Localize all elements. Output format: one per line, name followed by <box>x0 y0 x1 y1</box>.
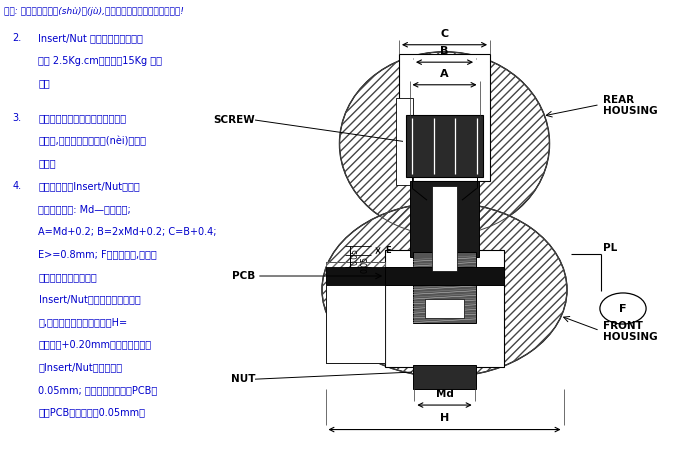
Text: E>=0.8mm; F尺寸很關鍵,是必須: E>=0.8mm; F尺寸很關鍵,是必須 <box>38 249 158 259</box>
Text: 方式。: 方式。 <box>38 158 56 168</box>
FancyBboxPatch shape <box>410 181 480 257</box>
Circle shape <box>600 293 646 324</box>
Text: Md: Md <box>435 389 454 399</box>
Text: REAR: REAR <box>603 95 634 106</box>
Text: 3.: 3. <box>13 113 22 123</box>
FancyBboxPatch shape <box>326 267 388 285</box>
Ellipse shape <box>340 52 550 236</box>
Text: B: B <box>440 46 449 56</box>
Text: H: H <box>440 414 449 423</box>
FancyBboxPatch shape <box>425 299 464 318</box>
Text: Insert/Nut熱熔后與基準面的距: Insert/Nut熱熔后與基準面的距 <box>38 294 140 304</box>
Text: 要求時,可以考慮采用模內(nèi)鑲件的: 要求時,可以考慮采用模內(nèi)鑲件的 <box>38 136 146 146</box>
FancyBboxPatch shape <box>432 186 457 271</box>
Text: 柱尺寸關系為: Md—螺絲螺徑;: 柱尺寸關系為: Md—螺絲螺徑; <box>38 204 132 214</box>
Text: HOUSING: HOUSING <box>603 332 658 342</box>
Text: 0.05: 0.05 <box>361 256 370 273</box>
Ellipse shape <box>322 203 567 377</box>
FancyBboxPatch shape <box>395 98 413 185</box>
Text: PCB: PCB <box>232 271 256 281</box>
Text: 4.: 4. <box>13 181 22 191</box>
FancyBboxPatch shape <box>385 250 504 367</box>
Text: SCREW: SCREW <box>214 115 256 125</box>
Text: 2.: 2. <box>13 33 22 43</box>
Text: HOUSING: HOUSING <box>603 106 658 116</box>
FancyBboxPatch shape <box>413 252 476 323</box>
Text: 離,且每次新送樣都要檢驗。H=: 離,且每次新送樣都要檢驗。H= <box>38 317 127 327</box>
Text: F: F <box>620 303 626 314</box>
FancyBboxPatch shape <box>413 365 476 389</box>
FancyBboxPatch shape <box>406 115 483 177</box>
FancyBboxPatch shape <box>326 285 385 363</box>
Text: 如果熱熔螺母的拉、扭力不能滿足: 如果熱熔螺母的拉、扭力不能滿足 <box>38 113 127 123</box>
Text: PL: PL <box>603 243 617 253</box>
Text: A: A <box>440 69 449 79</box>
FancyBboxPatch shape <box>385 267 504 285</box>
Text: 處與PCB板的距離為0.05mm。: 處與PCB板的距離為0.05mm。 <box>38 407 146 417</box>
Text: FRONT: FRONT <box>603 321 643 332</box>
Text: 與Insert/Nut面的距離為: 與Insert/Nut面的距離為 <box>38 362 122 372</box>
Text: E: E <box>385 246 391 255</box>
Text: 在裝配圖中明確標出的: 在裝配圖中明確標出的 <box>38 272 97 282</box>
Text: NUT: NUT <box>231 374 255 384</box>
Text: 0.05: 0.05 <box>351 248 359 265</box>
Text: 0.05mm; 下殼螺柱外圓頂住PCB板: 0.05mm; 下殼螺柱外圓頂住PCB板 <box>38 385 158 395</box>
Text: 力。: 力。 <box>38 78 50 88</box>
Text: A=Md+0.2; B=2xMd+0.2; C=B+0.4;: A=Md+0.2; B=2xMd+0.2; C=B+0.4; <box>38 227 217 236</box>
Text: 備注: 以上皆為建議數(shù)據(jù),如有其它所需尺寸將可另行制作!: 備注: 以上皆為建議數(shù)據(jù),如有其它所需尺寸將可另行制作! <box>4 7 183 16</box>
Text: 螺柱外徑+0.20mm。下殼螺柱底面: 螺柱外徑+0.20mm。下殼螺柱底面 <box>38 340 152 349</box>
Text: 右圖中所示的Insert/Nut與螺絲: 右圖中所示的Insert/Nut與螺絲 <box>38 181 140 191</box>
FancyBboxPatch shape <box>326 262 385 363</box>
FancyBboxPatch shape <box>399 54 490 181</box>
Text: 承受 2.5Kg.cm的扭力和15Kg 的拉: 承受 2.5Kg.cm的扭力和15Kg 的拉 <box>38 56 162 65</box>
Text: Insert/Nut 熱熔在螺柱里后要能: Insert/Nut 熱熔在螺柱里后要能 <box>38 33 144 43</box>
Text: C: C <box>440 29 449 39</box>
